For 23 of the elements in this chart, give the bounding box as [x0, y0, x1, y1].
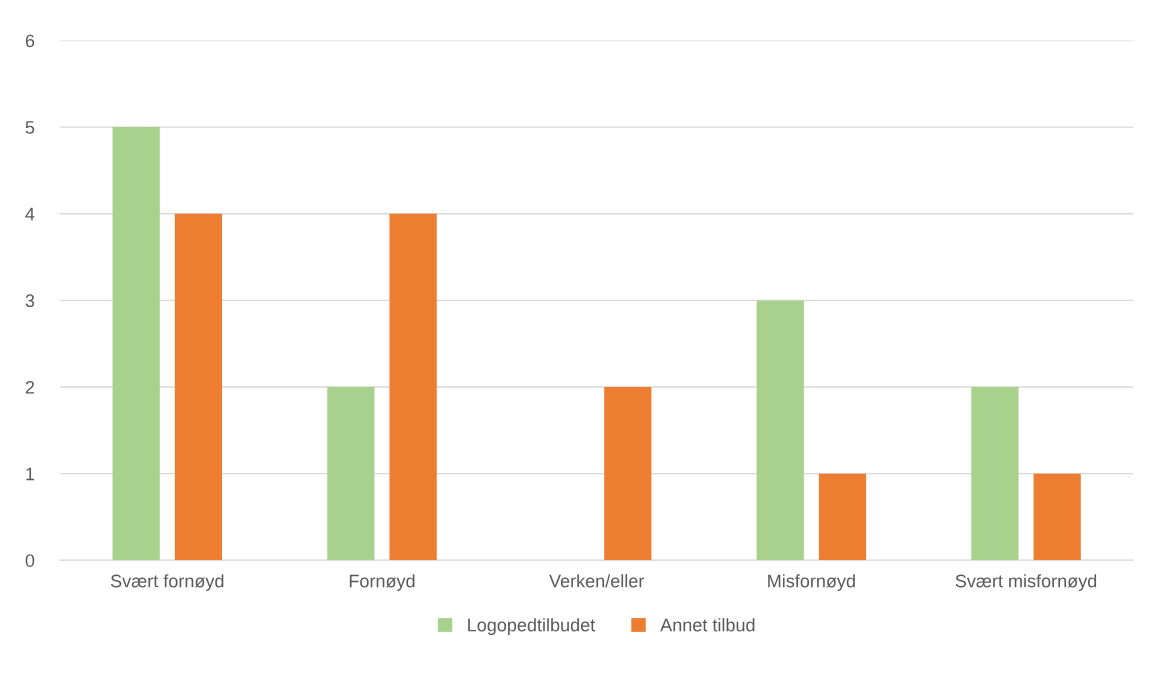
- x-tick-label: Svært misfornøyd: [955, 574, 1097, 591]
- x-tick-label: Verken/eller: [549, 574, 645, 588]
- legend-label: Annet tilbud: [660, 618, 755, 632]
- bar: [818, 473, 867, 561]
- bar: [112, 127, 160, 561]
- y-tick-label: 3: [25, 294, 35, 308]
- y-tick-label: 1: [26, 467, 35, 481]
- bar: [1033, 473, 1081, 561]
- legend-label: Logopedtilbudet: [468, 618, 596, 636]
- y-tick-label: 5: [25, 121, 35, 134]
- x-tick-label: Fornøyd: [349, 574, 415, 591]
- bar: [971, 387, 1019, 561]
- bar: [389, 213, 437, 561]
- y-tick-label: 4: [25, 207, 35, 221]
- bar: [604, 387, 652, 561]
- y-tick-label: 0: [25, 554, 35, 567]
- bar: [327, 387, 375, 561]
- y-tick-label: 6: [25, 34, 35, 48]
- x-tick-label: Misfornøyd: [768, 574, 855, 591]
- y-tick-label: 2: [25, 380, 35, 394]
- bar: [174, 213, 223, 561]
- x-tick-label: Svært fornøyd: [110, 574, 224, 591]
- bar: [756, 300, 804, 561]
